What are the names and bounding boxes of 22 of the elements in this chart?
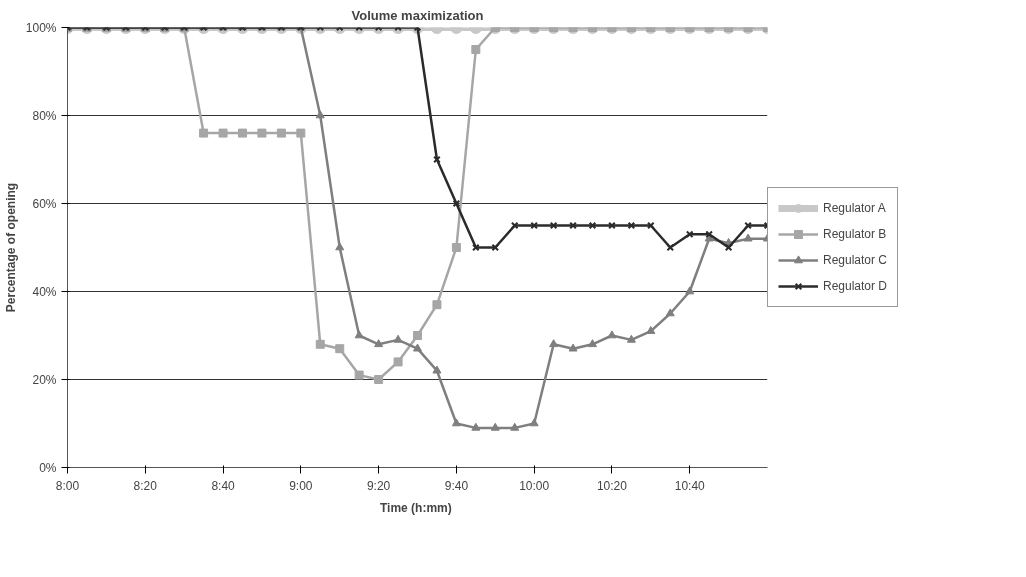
y-tick-label: 20% — [32, 372, 57, 387]
legend-label: Regulator C — [823, 253, 888, 267]
x-tick-label: 9:20 — [366, 478, 391, 493]
chart-title: Volume maximization — [351, 7, 484, 23]
y-tick-label: 60% — [32, 196, 57, 211]
x-tick-label: 9:40 — [444, 478, 469, 493]
x-tick-label: 8:00 — [55, 478, 80, 493]
x-tick-label: 10:20 — [596, 478, 628, 493]
x-tick-label: 8:40 — [211, 478, 236, 493]
x-tick-label: 8:20 — [133, 478, 158, 493]
y-tick-label: 100% — [25, 20, 57, 35]
legend-label: Regulator D — [823, 279, 888, 293]
x-tick-label: 10:40 — [674, 478, 706, 493]
x-tick-label: 10:00 — [519, 478, 550, 493]
y-tick-label: 40% — [32, 284, 57, 299]
x-tick-label: 9:00 — [289, 478, 313, 493]
y-axis-title: Percentage of opening — [3, 182, 18, 313]
legend-label: Regulator B — [823, 227, 887, 241]
x-axis-title: Time (h:mm) — [379, 500, 452, 515]
y-tick-label: 80% — [32, 108, 57, 123]
legend-label: Regulator A — [823, 201, 886, 215]
y-tick-label: 0% — [39, 460, 57, 475]
